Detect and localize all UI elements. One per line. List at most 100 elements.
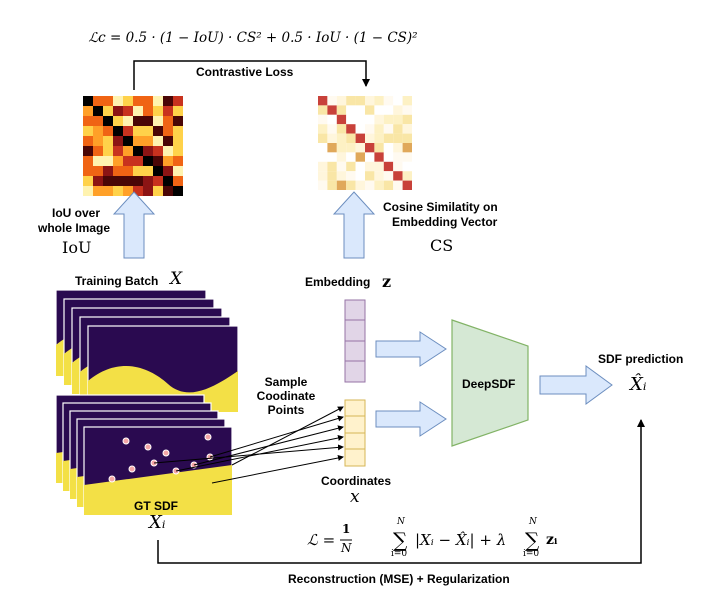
embedding-label: Embedding [305,275,371,289]
cs-heatmap-cell [402,143,412,153]
cs-heatmap-cell [402,152,412,162]
iou-heatmap-cell [173,116,183,126]
iou-heatmap-cell [173,146,183,156]
cs-heatmap-cell [336,96,347,106]
cs-heatmap-cell [402,105,412,115]
deepsdf-output-arrow [539,365,613,405]
cs-heatmap-cell [318,133,328,143]
sdf-prediction-label: SDF prediction [598,352,684,366]
iou-heatmap-cell [163,116,173,126]
iou-heatmap-cell [113,176,123,186]
cs-heatmap-cell [393,180,403,190]
cs-heatmap-cell [346,180,356,190]
training-batch-stack [55,289,239,413]
iou-heatmap-cell [113,156,123,166]
iou-heatmap-cell [83,166,93,176]
sample-label-2: Coodinate [256,389,316,403]
cs-heatmap-cell [383,180,394,190]
iou-heatmap-cell [113,106,123,116]
iou-heatmap-cell [83,136,93,146]
cs-heatmap-cell [383,124,394,134]
iou-heatmap-cell [163,156,173,166]
cs-heatmap-cell [327,96,337,106]
iou-heatmap-cell [93,166,103,176]
iou-symbol: IoU [62,238,92,257]
cs-heatmap-cell [393,171,403,181]
recon-sum-symbol-2: ∑ [525,528,540,552]
cs-heatmap [318,96,412,190]
iou-heatmap-cell [133,176,143,186]
iou-heatmap-cell [143,156,153,166]
iou-heatmap-cell [133,146,143,156]
iou-heatmap-cell [163,136,173,146]
iou-heatmap [83,96,183,196]
cs-heatmap-cell [365,180,375,190]
iou-heatmap-cell [123,186,133,196]
cs-heatmap-cell [393,152,403,162]
iou-heatmap-cell [113,96,123,106]
sample-line [193,425,344,466]
cs-heatmap-cell [336,114,347,125]
cs-heatmap-cell [346,105,356,115]
cs-heatmap-cell [365,114,375,125]
embedding-vector [344,299,366,383]
cs-heatmap-cell [355,152,365,162]
sample-line [211,455,344,484]
cs-heatmap-cell [327,171,337,181]
iou-heatmap-cell [163,96,173,106]
iou-heatmap-cell [163,146,173,156]
cs-heatmap-cell [346,114,356,125]
cs-heatmap-cell [402,133,412,143]
cs-heatmap-cell [374,124,384,134]
iou-heatmap-cell [103,146,113,156]
iou-heatmap-cell [173,126,183,136]
coordinates-to-deepsdf-arrow [375,401,447,437]
cs-heatmap-cell [336,133,347,143]
iou-heatmap-cell [133,136,143,146]
cs-heatmap-cell [355,171,365,181]
cs-heatmap-cell [318,152,328,162]
cs-heatmap-cell [383,96,394,106]
iou-heatmap-cell [93,126,103,136]
cs-heatmap-cell [374,96,384,106]
sample-label-1: Sample [264,375,308,389]
iou-heatmap-cell [173,156,183,166]
iou-heatmap-cell [153,126,163,136]
cs-heatmap-cell [346,171,356,181]
iou-over-label-2: whole Image [38,221,111,235]
iou-heatmap-cell [93,146,103,156]
cs-heatmap-cell [383,161,394,172]
cs-heatmap-cell [355,96,365,106]
sample-line [153,444,344,464]
iou-heatmap-cell [123,166,133,176]
iou-heatmap-cell [83,126,93,136]
iou-heatmap-cell [83,106,93,116]
cs-heatmap-cell [402,114,412,125]
iou-heatmap-cell [123,176,133,186]
iou-heatmap-cell [93,176,103,186]
iou-heatmap-cell [153,156,163,166]
iou-heatmap-cell [153,146,163,156]
cs-heatmap-cell [318,96,328,106]
cs-heatmap-cell [336,105,347,115]
iou-heatmap-cell [143,176,153,186]
cs-heatmap-cell [318,161,328,172]
cs-symbol: CS [430,236,454,255]
contrastive-loss-formula: ℒc = 0.5 · (1 − IoU) · CS² + 0.5 · IoU ·… [88,30,418,46]
cs-heatmap-cell [374,133,384,143]
iou-heatmap-cell [173,176,183,186]
iou-over-label-1: IoU over [52,206,101,220]
cs-heatmap-cell [327,161,337,172]
iou-heatmap-cell [83,146,93,156]
cs-heatmap-cell [365,105,375,115]
cs-heatmap-cell [346,124,356,134]
sample-point [108,475,116,483]
recon-sum1-bottom: i=0 [391,549,408,559]
iou-heatmap-cell [133,186,143,196]
cs-heatmap-cell [318,105,328,115]
cs-heatmap-cell [402,124,412,134]
iou-heatmap-cell [163,186,173,196]
iou-heatmap-cell [163,176,173,186]
cs-heatmap-cell [383,143,394,153]
iou-heatmap-cell [123,146,133,156]
